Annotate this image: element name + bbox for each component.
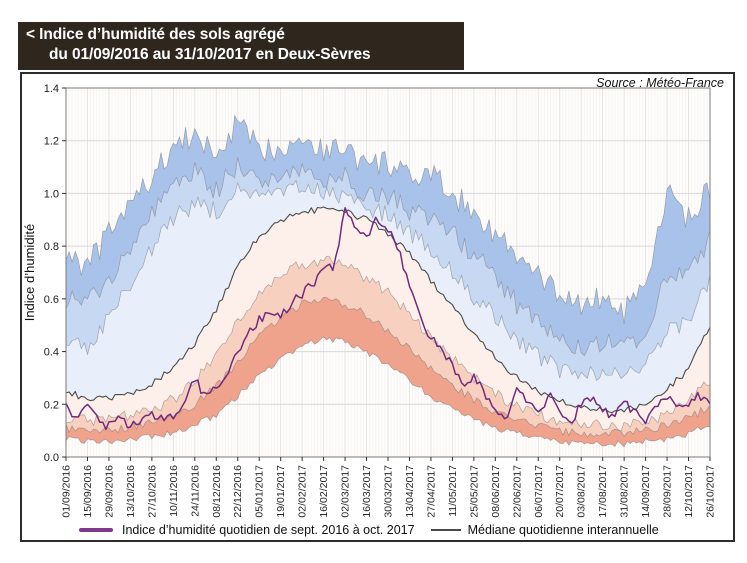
chart-legend: Indice d’humidité quotidien de sept. 201…	[22, 523, 733, 537]
x-tick-label: 08/12/2016	[211, 465, 223, 518]
y-tick-label: 0.2	[44, 399, 59, 411]
chart-canvas: 0.0 0.2 0.4 0.6 0.8 1.0 1.2 1.4 Indice d’humidit…	[22, 83, 717, 518]
boundary-percentile_90	[66, 157, 710, 357]
x-tick-label: 25/05/2017	[468, 465, 480, 518]
x-tick-label: 13/04/2017	[404, 465, 416, 518]
x-tick-label: 22/06/2017	[511, 465, 523, 518]
legend-label-median: Médiane quotidienne interannuelle	[467, 523, 659, 537]
plot-area	[66, 114, 710, 448]
y-tick-label: 1.4	[44, 83, 59, 95]
x-tick-label: 02/02/2017	[297, 465, 309, 518]
legend-swatch-daily-index	[79, 528, 113, 532]
x-tick-label: 01/09/2016	[61, 465, 73, 518]
x-axis: 01/09/2016 15/09/2016 29/09/2016 13/10/2016…	[61, 457, 717, 518]
band-percentile_75-mediane_interannuelle	[66, 180, 710, 413]
line-indice_2016_2017	[66, 207, 710, 431]
y-axis: 0.0 0.2 0.4 0.6 0.8 1.0 1.2 1.4 Indice d’humidit…	[22, 83, 66, 464]
band-percentile_90-percentile_75	[66, 157, 710, 381]
y-tick-label: 1.0	[44, 188, 59, 200]
x-tick-label: 19/01/2017	[275, 465, 287, 518]
x-tick-label: 22/12/2016	[232, 465, 244, 518]
y-tick-label: 0.4	[44, 347, 59, 359]
y-tick-label: 1.2	[44, 136, 59, 148]
title-line-2: du 01/09/2016 au 31/10/2017 en Deux-Sèvr…	[49, 46, 371, 64]
band-percentile_10-minimum	[66, 297, 710, 447]
boundary-percentile_25	[66, 255, 710, 432]
legend-label-daily-index: Indice d’humidité quotidien de sept. 201…	[122, 523, 415, 537]
x-tick-label: 14/09/2017	[640, 465, 652, 518]
y-tick-label: 0.0	[44, 452, 59, 464]
title-line-1: < Indice d’humidité des sols agrégé	[26, 26, 285, 43]
x-tick-label: 29/09/2016	[103, 465, 115, 518]
band-percentile_25-percentile_10	[66, 256, 710, 438]
chart-frame: Source : Météo-France 0.0 0.2 0.4 0.6 0.8 1.0…	[20, 72, 735, 542]
x-tick-label: 31/08/2017	[619, 465, 631, 518]
x-tick-label: 27/04/2017	[425, 465, 437, 518]
x-tick-label: 20/07/2017	[554, 465, 566, 518]
boundary-minimum	[66, 336, 710, 448]
x-tick-label: 06/07/2017	[533, 465, 545, 518]
x-tick-label: 03/08/2017	[576, 465, 588, 518]
boundary-maximum	[66, 114, 710, 325]
line-mediane_interannuelle	[66, 206, 710, 414]
x-tick-label: 17/08/2017	[597, 465, 609, 518]
chart-title-banner: < Indice d’humidité des sols agrégé du 0…	[18, 22, 464, 71]
y-tick-label: 0.8	[44, 241, 59, 253]
x-tick-label: 15/09/2016	[82, 465, 94, 518]
x-tick-label: 11/05/2017	[447, 465, 459, 517]
source-label: Source : Météo-France	[596, 76, 724, 90]
x-tick-label: 16/03/2017	[361, 465, 373, 518]
x-tick-label: 16/02/2017	[318, 465, 330, 518]
x-tick-label: 08/06/2017	[490, 465, 502, 518]
boundary-percentile_10	[66, 296, 710, 438]
x-tick-label: 02/03/2017	[340, 465, 352, 518]
y-axis-title: Indice d’humidité	[22, 224, 37, 322]
band-mediane_interannuelle-percentile_25	[66, 207, 710, 432]
x-tick-label: 26/10/2017	[705, 465, 717, 518]
y-tick-label: 0.6	[44, 294, 59, 306]
band-maximum-percentile_90	[66, 115, 710, 356]
boundary-percentile_75	[66, 179, 710, 381]
x-tick-label: 12/10/2017	[683, 465, 695, 518]
x-tick-label: 13/10/2016	[125, 465, 137, 518]
x-tick-label: 30/03/2017	[383, 465, 395, 518]
x-tick-label: 05/01/2017	[254, 465, 266, 518]
x-tick-label: 24/11/2016	[189, 465, 201, 517]
x-tick-label: 10/11/2016	[168, 465, 180, 517]
x-tick-label: 27/10/2016	[146, 465, 158, 518]
x-tick-label: 28/09/2017	[662, 465, 674, 518]
legend-swatch-median	[430, 529, 461, 531]
